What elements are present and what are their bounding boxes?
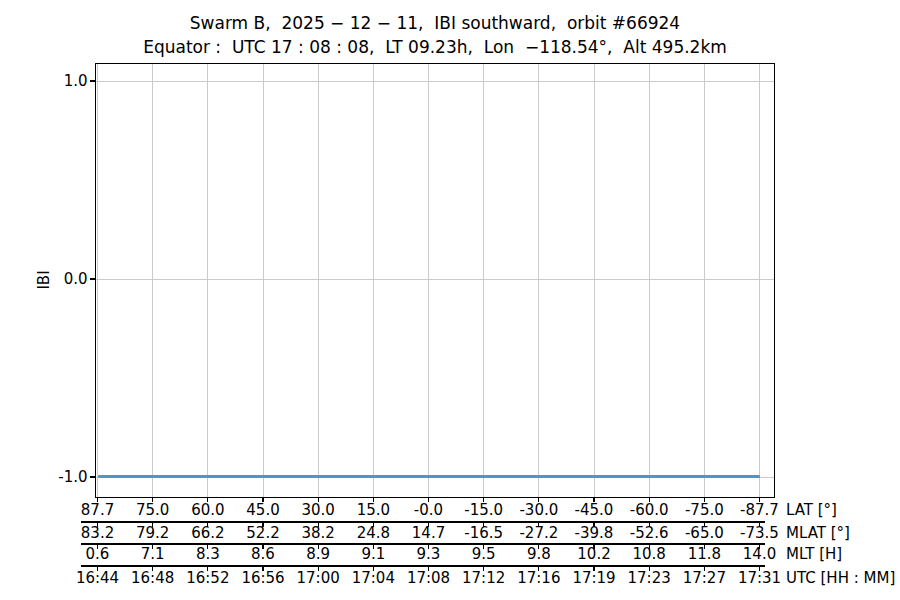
x-axis-title-utc: UTC [HH : MM] xyxy=(786,570,898,586)
y-tick xyxy=(90,80,95,81)
y-tick-label: 1.0 xyxy=(36,73,88,89)
y-tick xyxy=(90,278,95,279)
y-tick-label: 0.0 xyxy=(36,271,88,287)
x-tick-label: 14.0 xyxy=(728,546,792,562)
x-tick-label: 17:31 xyxy=(728,570,792,586)
figure: Swarm B, 2025 − 12 − 11, IBI southward, … xyxy=(0,0,900,600)
x-axis-title-lat: LAT [°] xyxy=(786,502,898,518)
x-axis-line xyxy=(81,521,765,523)
x-axis-title-mlat: MLAT [°] xyxy=(786,525,898,541)
x-axis-line xyxy=(81,565,765,567)
x-axis-title-mlt: MLT [H] xyxy=(786,546,898,562)
axes-layer: 1.00.0-1.087.775.060.045.030.015.0-0.0-1… xyxy=(0,0,900,600)
y-tick xyxy=(90,476,95,477)
x-tick-label: -87.7 xyxy=(728,502,792,518)
x-tick-label: -73.5 xyxy=(728,525,792,541)
y-tick-label: -1.0 xyxy=(36,469,88,485)
